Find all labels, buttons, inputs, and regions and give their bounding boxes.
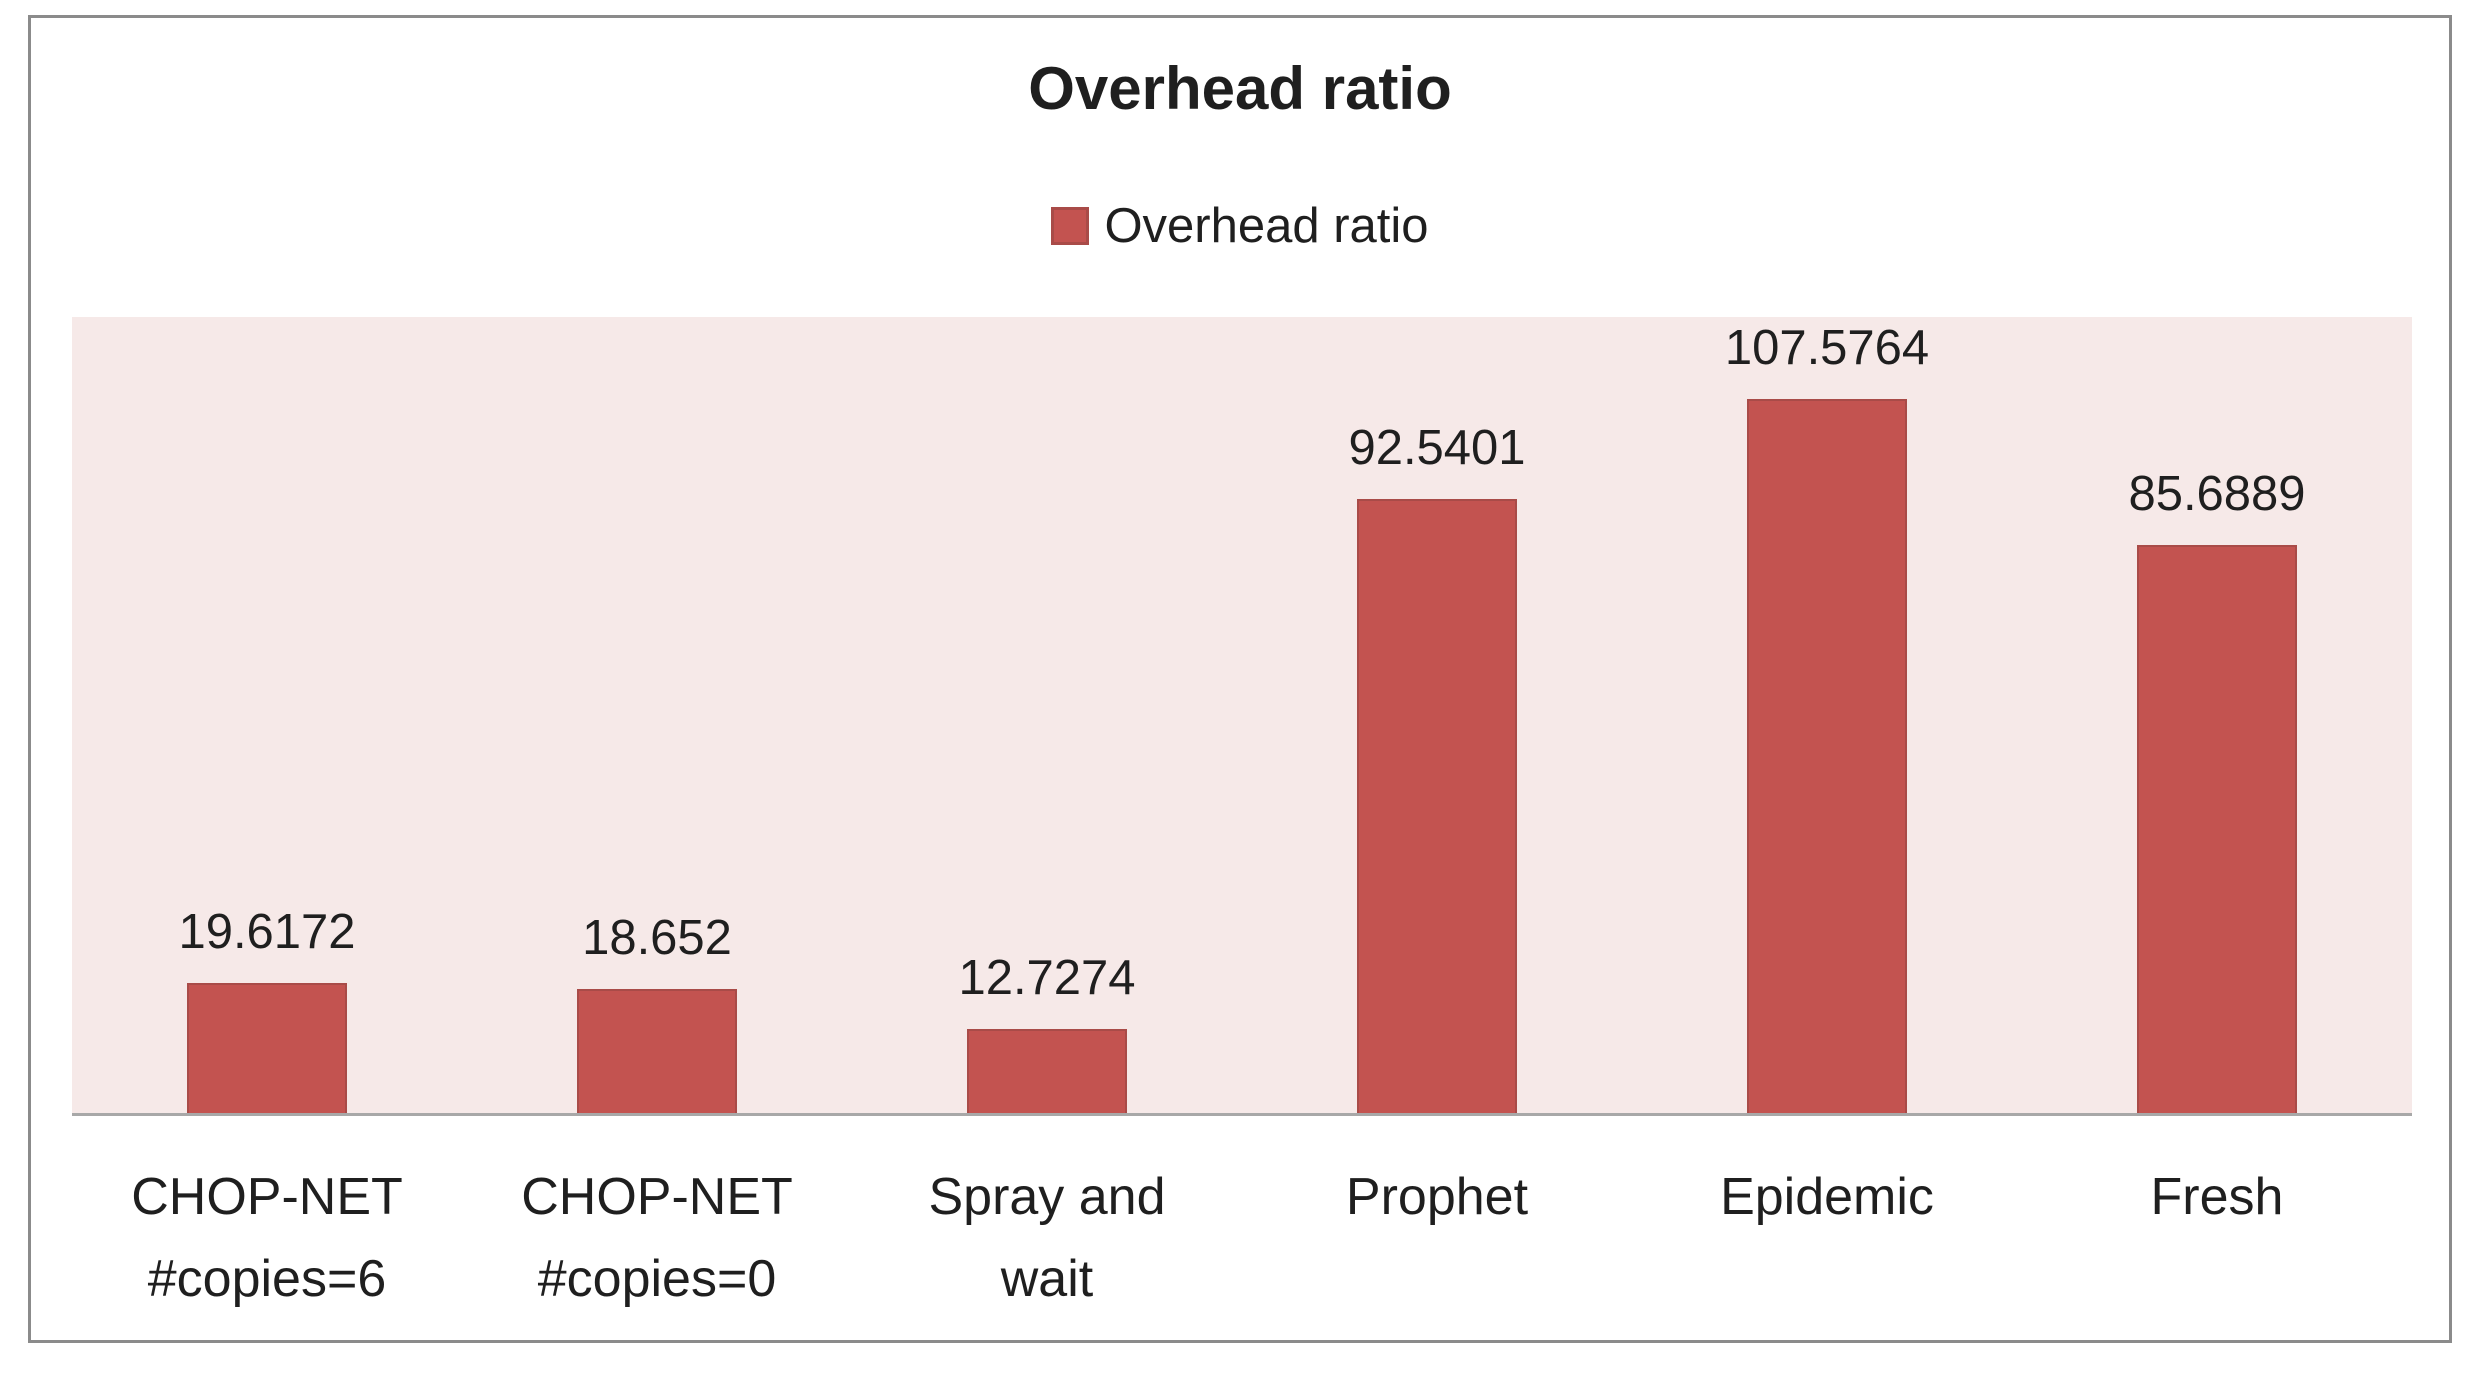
chart-frame: Overhead ratio Overhead ratio 19.6172 18.… [28,15,2452,1343]
bar-value-label: 18.652 [582,911,732,965]
bar-value-label: 19.6172 [178,905,356,959]
category-label-line: CHOP-NET [131,1168,403,1226]
category-label-line: CHOP-NET [521,1168,793,1226]
category-label: Epidemic [1632,1156,2022,1320]
x-axis-labels: CHOP-NET #copies=6 CHOP-NET #copies=0 Spray … [72,1156,2412,1320]
category-label-line: Prophet [1345,1168,1529,1226]
legend-label: Overhead ratio [1104,199,1429,253]
bar [187,983,347,1113]
bar [2137,545,2297,1113]
bar [967,1029,1127,1113]
bar [577,989,737,1113]
category-label-line: Epidemic [1720,1168,1934,1226]
bar-value-label: 107.5764 [1724,321,1930,375]
bar-value-label: 85.6889 [2128,467,2306,521]
category-label: Prophet [1242,1156,1632,1320]
category-label-line: #copies=0 [537,1250,777,1308]
bar [1747,399,1907,1113]
category-label: Fresh [2022,1156,2412,1320]
bar-value-label: 92.5401 [1348,421,1526,475]
legend: Overhead ratio [31,198,2449,254]
category-label-line: Spray and [928,1168,1166,1226]
category-label-line: #copies=6 [147,1250,387,1308]
category-label-line: Fresh [2150,1168,2284,1226]
category-label: CHOP-NET #copies=0 [462,1156,852,1320]
plot-area: 19.6172 18.652 12.7274 92.5401 107.5764 85.68… [72,317,2412,1116]
category-label: CHOP-NET #copies=6 [72,1156,462,1320]
category-label: Spray and wait [852,1156,1242,1320]
bar [1357,499,1517,1113]
legend-marker-swatch [1051,207,1090,245]
bar-value-label: 12.7274 [958,951,1136,1005]
chart-title: Overhead ratio [1028,55,1452,122]
category-label-line: wait [1000,1250,1094,1308]
